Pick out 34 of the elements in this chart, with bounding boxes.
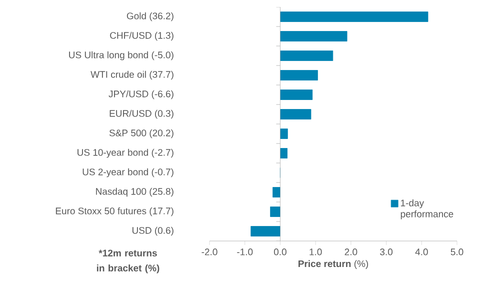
y-tick-label: EUR/USD (0.3) xyxy=(110,110,174,119)
y-tick-label: US 2-year bond (-0.7) xyxy=(82,168,174,178)
y-tick-label: S&P 500 (20.2) xyxy=(109,129,174,138)
bar xyxy=(280,12,428,22)
y-tick-label: US Ultra long bond (-5.0) xyxy=(69,51,174,60)
y-tick-label: CHF/USD (1.3) xyxy=(110,32,174,41)
x-tick-label: 1.0 xyxy=(310,248,322,256)
bar xyxy=(280,50,334,61)
x-tick-label: 2.0 xyxy=(344,248,358,256)
y-tick-label: Nasdaq 100 (25.8) xyxy=(96,188,174,197)
bar xyxy=(270,206,280,217)
bar xyxy=(280,90,313,100)
x-tick-label: -1.0 xyxy=(237,248,253,256)
legend-label: 1-day performance xyxy=(400,199,454,220)
y-tick-label: US 10-year bond (-2.7) xyxy=(78,148,174,158)
bar xyxy=(272,187,280,198)
y-tick-label: USD (0.6) xyxy=(132,226,174,236)
y-tick-label: Gold (36.2) xyxy=(126,12,174,22)
x-axis-title: Price return (%) xyxy=(298,260,368,269)
y-tick-label: Euro Stoxx 50 futures (17.7) xyxy=(56,207,174,216)
y-tick-label: JPY/USD (-6.6) xyxy=(108,90,174,100)
bar xyxy=(250,226,280,236)
bar xyxy=(280,31,348,42)
bar xyxy=(280,70,318,80)
x-tick-label: 5.0 xyxy=(450,248,464,256)
x-tick-label: 0.0 xyxy=(274,248,286,256)
text: *12m returns in bracket (%) xyxy=(96,250,160,274)
x-tick-label: -2.0 xyxy=(202,248,218,256)
bar xyxy=(280,148,288,158)
x-tick-label: 4.0 xyxy=(415,248,428,256)
x-tick-label: 3.0 xyxy=(380,248,393,256)
y-tick-label: WTI crude oil (37.7) xyxy=(90,70,174,80)
bar xyxy=(280,109,312,120)
bar xyxy=(280,128,288,139)
